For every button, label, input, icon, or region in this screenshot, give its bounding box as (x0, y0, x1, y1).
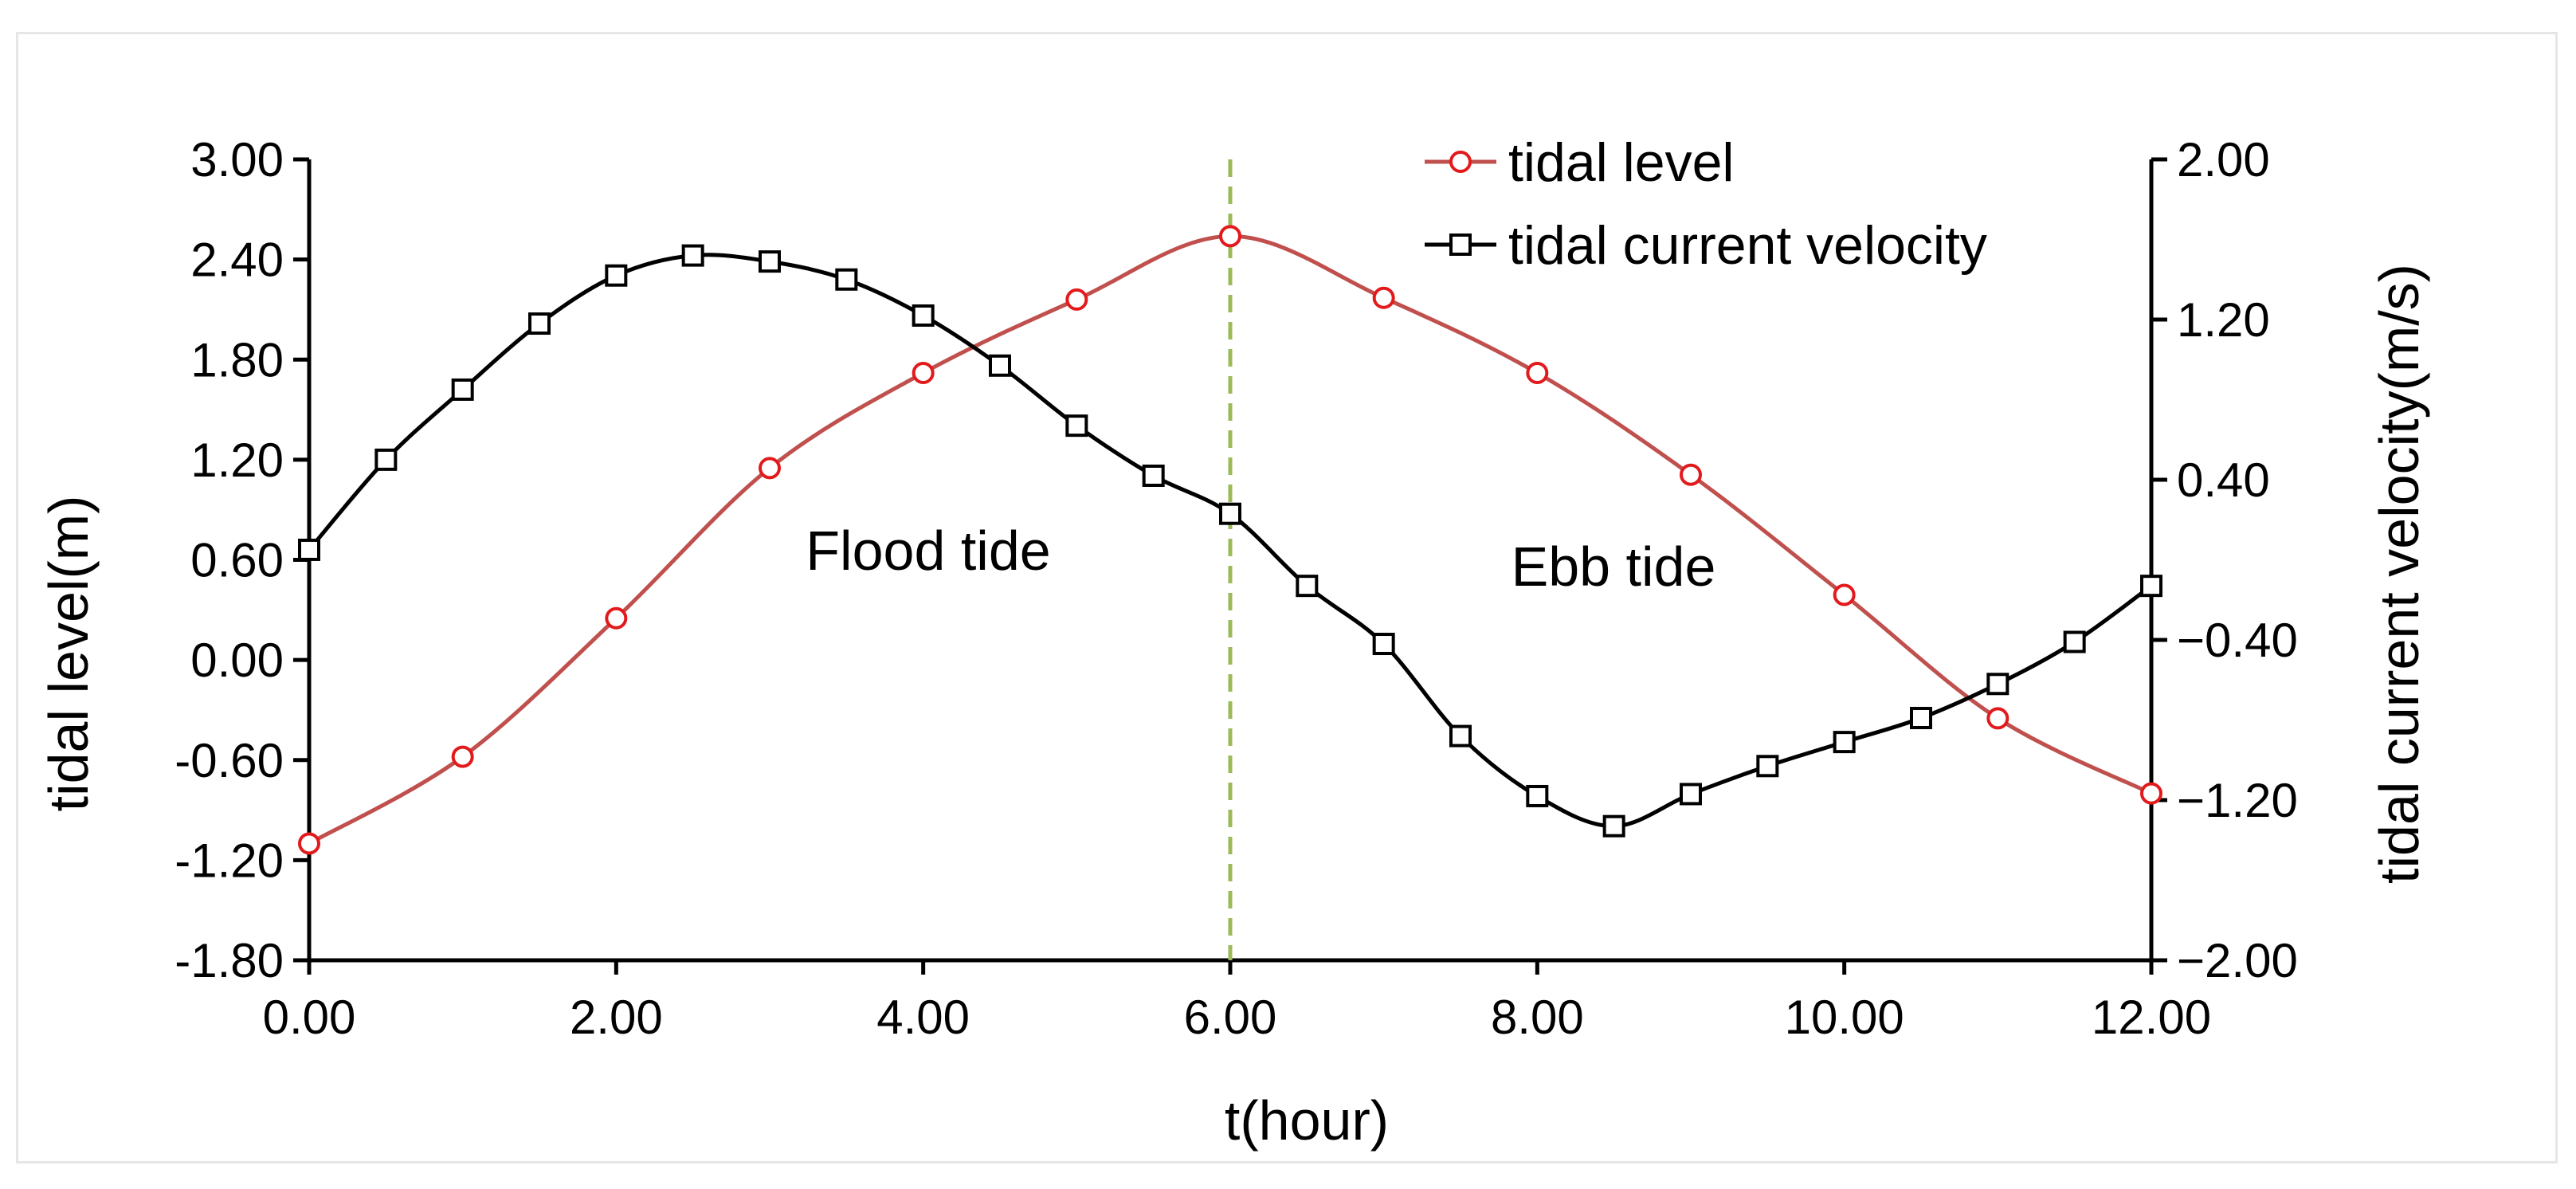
data-point-tidal-current-velocity (1449, 724, 1472, 748)
legend-label-tidal-current-velocity: tidal current velocity (1508, 215, 1987, 276)
x-tick-label: 10.00 (1785, 991, 1904, 1044)
data-point-tidal-level (1680, 463, 1702, 486)
y-left-axis-title: tidal level(m) (37, 496, 100, 812)
y-right-tick-label: 1.20 (2177, 293, 2270, 347)
y-left-tick-label: 0.00 (190, 634, 284, 687)
y-left-tick-label: -0.60 (174, 734, 284, 787)
data-point-tidal-current-velocity (1910, 706, 1932, 729)
data-point-tidal-current-velocity (1602, 814, 1625, 838)
x-tick-label: 12.00 (2092, 991, 2211, 1044)
data-point-tidal-current-velocity (451, 378, 474, 401)
data-point-tidal-current-velocity (1372, 633, 1395, 656)
data-point-tidal-current-velocity (1986, 673, 2009, 696)
data-point-tidal-level (298, 832, 320, 855)
data-point-tidal-level (605, 606, 628, 630)
axes: 0.00 2.00 4.00 6.00 8.00 10.00 12.00 3.00 2.40 1.… (174, 133, 2298, 1044)
y-left-tick-label: 3.00 (190, 133, 284, 186)
data-point-tidal-current-velocity (2063, 630, 2086, 653)
data-point-tidal-level (1372, 286, 1395, 309)
x-tick-label: 8.00 (1491, 991, 1584, 1044)
data-point-tidal-level (1219, 225, 1241, 248)
data-point-tidal-current-velocity (1680, 783, 1702, 806)
data-point-tidal-current-velocity (1756, 755, 1779, 778)
data-point-tidal-current-velocity (2140, 575, 2162, 598)
data-point-tidal-current-velocity (1833, 731, 1856, 754)
legend: tidal level tidal current velocity (1425, 132, 1987, 276)
legend-label-tidal-level: tidal level (1508, 132, 1735, 193)
y-left-tick-label: 2.40 (190, 233, 284, 287)
x-tick-label: 4.00 (876, 991, 970, 1044)
chart-frame (16, 32, 2558, 1163)
data-point-tidal-current-velocity (1219, 502, 1241, 525)
data-point-tidal-current-velocity (759, 250, 781, 273)
y-left-tick-label: 1.20 (190, 434, 284, 487)
data-point-tidal-current-velocity (912, 304, 935, 327)
x-tick-label: 6.00 (1184, 991, 1277, 1044)
data-point-tidal-level (451, 745, 474, 768)
y-right-tick-label: 0.40 (2177, 453, 2270, 507)
data-point-tidal-level (1986, 707, 2009, 730)
y-left-tick-label: 1.80 (190, 333, 284, 387)
y-right-tick-label: 2.00 (2177, 133, 2270, 186)
legend-marker-tidal-current-velocity (1449, 233, 1472, 256)
data-point-tidal-current-velocity (1526, 784, 1549, 807)
series-layer (298, 225, 2162, 855)
legend-marker-tidal-level (1449, 151, 1472, 173)
data-point-tidal-level (1833, 583, 1856, 606)
data-point-tidal-current-velocity (298, 538, 320, 561)
y-left-tick-label: 0.60 (190, 534, 284, 587)
data-point-tidal-current-velocity (528, 312, 551, 336)
data-point-tidal-current-velocity (1296, 575, 1319, 598)
y-right-tick-label: −0.40 (2177, 614, 2298, 667)
data-point-tidal-current-velocity (605, 264, 628, 287)
flood-tide-label: Flood tide (806, 520, 1050, 582)
data-point-tidal-current-velocity (989, 354, 1011, 377)
data-point-tidal-current-velocity (1142, 464, 1165, 487)
data-point-tidal-current-velocity (835, 268, 858, 291)
data-point-tidal-level (1526, 362, 1549, 384)
ebb-tide-label: Ebb tide (1511, 536, 1716, 598)
data-point-tidal-current-velocity (1065, 414, 1088, 438)
x-axis-title: t(hour) (1225, 1089, 1389, 1152)
data-point-tidal-level (2140, 782, 2162, 805)
x-tick-label: 0.00 (263, 991, 356, 1044)
data-point-tidal-current-velocity (681, 244, 704, 267)
x-tick-label: 2.00 (570, 991, 663, 1044)
data-point-tidal-level (912, 362, 935, 384)
y-left-tick-label: -1.80 (174, 934, 284, 987)
data-point-tidal-level (759, 457, 781, 480)
data-point-tidal-current-velocity (374, 448, 398, 471)
y-right-tick-label: −1.20 (2177, 774, 2298, 827)
y-right-axis-title: tidal current velocity(m/s) (2368, 264, 2430, 884)
y-left-tick-label: -1.20 (174, 834, 284, 887)
y-right-tick-label: −2.00 (2177, 934, 2298, 987)
data-point-tidal-level (1065, 288, 1088, 311)
